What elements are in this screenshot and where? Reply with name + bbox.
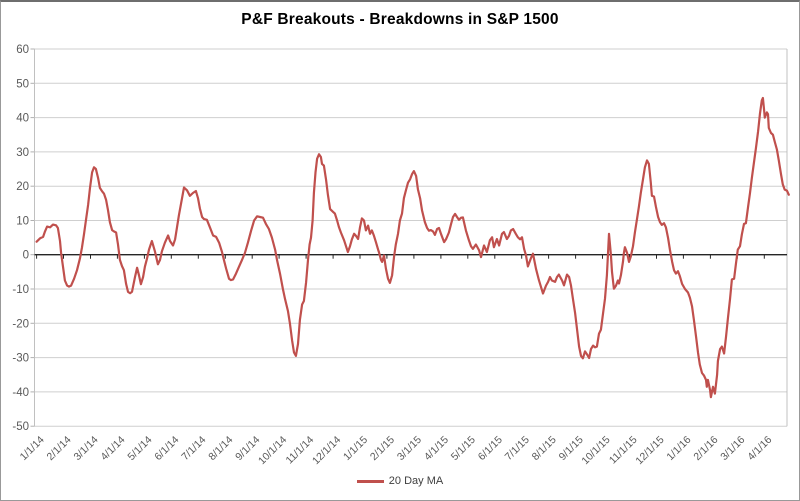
y-axis-label: -10 [12, 284, 29, 296]
x-axis-label: 2/1/15 [368, 434, 397, 463]
y-axis-label: -50 [12, 421, 29, 433]
x-axis-label: 3/1/15 [395, 434, 424, 463]
legend-line-swatch [356, 479, 384, 483]
y-axis-label: 0 [23, 250, 29, 262]
legend: 20 Day MA [1, 475, 799, 487]
y-axis-label: 60 [16, 44, 29, 56]
x-axis-label: 2/1/16 [691, 434, 720, 463]
x-axis-ticks [36, 254, 765, 259]
x-axis-label: 6/1/15 [476, 434, 505, 463]
y-axis-label: 10 [16, 216, 29, 228]
y-axis-label: -30 [12, 353, 29, 365]
x-axis-label: 10/1/14 [256, 434, 289, 467]
x-axis-label: 8/1/14 [206, 434, 235, 463]
y-axis-label: 50 [16, 78, 29, 90]
x-axis-label: 11/1/14 [284, 434, 317, 467]
y-axis-label: 20 [16, 181, 29, 193]
x-axis-label: 8/1/15 [530, 434, 559, 463]
x-axis-label: 11/1/15 [607, 434, 640, 467]
x-axis-label: 4/1/16 [745, 434, 774, 463]
chart-title: P&F Breakouts - Breakdowns in S&P 1500 [241, 11, 559, 28]
x-axis-label: 1/1/16 [664, 434, 693, 463]
x-axis-label: 12/1/14 [310, 434, 343, 467]
x-axis-label: 4/1/15 [422, 434, 451, 463]
x-axis-label: 7/1/15 [503, 434, 532, 463]
x-axis-label: 5/1/15 [449, 434, 478, 463]
y-axis-label: -40 [12, 387, 29, 399]
x-axis-label: 4/1/14 [98, 434, 127, 463]
x-axis-label: 3/1/16 [718, 434, 747, 463]
y-axis-labels: 60 50 40 30 20 10 0 -10 -20 -30 -40 -50 [12, 44, 29, 433]
x-axis-label: 2/1/14 [44, 434, 73, 463]
x-axis-labels: 1/1/142/1/143/1/144/1/145/1/146/1/147/1/… [18, 434, 775, 467]
y-axis-label: 30 [16, 147, 29, 159]
x-axis-label: 1/1/15 [341, 434, 370, 463]
series-line-20-day-ma [35, 96, 790, 399]
x-axis-label: 7/1/14 [179, 434, 208, 463]
x-axis-label: 5/1/14 [125, 434, 154, 463]
y-axis-label: -20 [12, 318, 29, 330]
gridlines [30, 48, 787, 427]
y-axis-label: 40 [16, 113, 29, 125]
x-axis-label: 6/1/14 [152, 434, 181, 463]
x-axis-label: 1/1/14 [18, 434, 47, 463]
x-axis-label: 10/1/15 [579, 434, 612, 467]
x-axis-label: 12/1/15 [633, 434, 666, 467]
legend-label: 20 Day MA [388, 475, 444, 487]
x-axis-label: 3/1/14 [71, 434, 100, 463]
